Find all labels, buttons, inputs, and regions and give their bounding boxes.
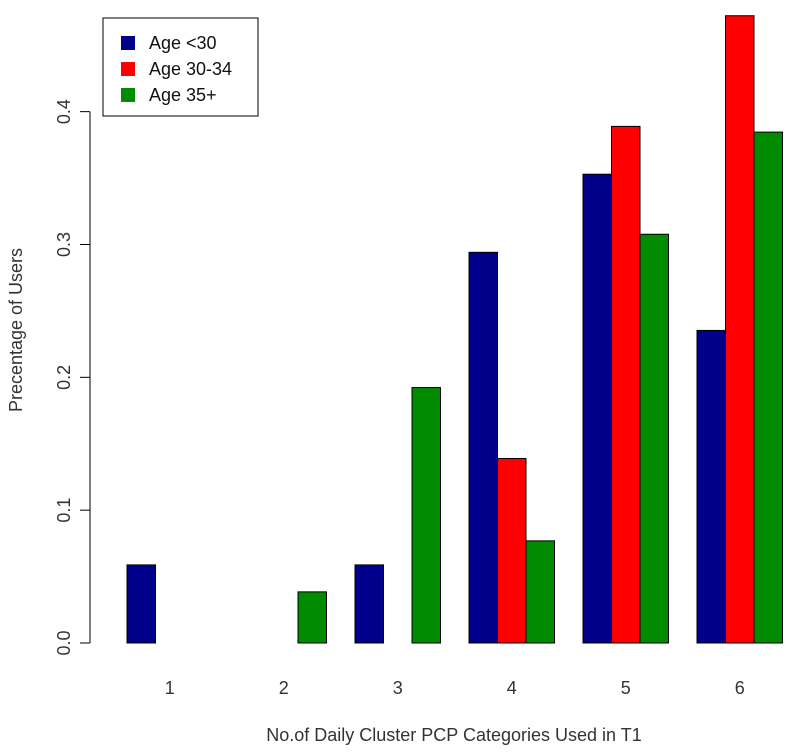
y-axis-label: Precentage of Users bbox=[6, 248, 26, 412]
y-tick-label-0: 0.0 bbox=[54, 630, 74, 655]
bar-1-1 bbox=[126, 564, 156, 644]
bar-2-4 bbox=[497, 457, 527, 644]
x-axis: 1 2 3 4 5 6 bbox=[165, 678, 745, 698]
y-tick-label-3: 0.3 bbox=[54, 232, 74, 257]
legend-swatch-3 bbox=[121, 88, 135, 102]
plot-area bbox=[126, 15, 783, 644]
legend-label-2: Age 30-34 bbox=[149, 59, 232, 79]
x-tick-label-2: 2 bbox=[279, 678, 289, 698]
legend-swatch-1 bbox=[121, 36, 135, 50]
bar-2-6 bbox=[725, 15, 755, 644]
x-tick-label-5: 5 bbox=[621, 678, 631, 698]
legend-label-1: Age <30 bbox=[149, 33, 217, 53]
bar-3-3 bbox=[411, 387, 441, 644]
x-tick-label-1: 1 bbox=[165, 678, 175, 698]
bar-3-5 bbox=[639, 233, 669, 644]
x-axis-label: No.of Daily Cluster PCP Categories Used … bbox=[266, 725, 642, 745]
legend-label-3: Age 35+ bbox=[149, 85, 217, 105]
bar-3-4 bbox=[525, 540, 555, 644]
y-axis: 0.0 0.1 0.2 0.3 0.4 bbox=[54, 99, 91, 656]
x-tick-label-3: 3 bbox=[393, 678, 403, 698]
y-tick-label-2: 0.2 bbox=[54, 365, 74, 390]
y-tick-label-4: 0.4 bbox=[54, 99, 74, 124]
bar-1-4 bbox=[468, 251, 498, 644]
legend: Age <30 Age 30-34 Age 35+ bbox=[102, 17, 259, 117]
bar-3-2 bbox=[297, 591, 327, 644]
x-tick-label-4: 4 bbox=[507, 678, 517, 698]
x-tick-label-6: 6 bbox=[735, 678, 745, 698]
bar-2-5 bbox=[611, 125, 641, 644]
legend-swatch-2 bbox=[121, 62, 135, 76]
bar-3-6 bbox=[753, 131, 783, 644]
bar-1-3 bbox=[354, 564, 384, 644]
bar-1-5 bbox=[582, 173, 612, 644]
y-tick-label-1: 0.1 bbox=[54, 498, 74, 523]
bar-1-6 bbox=[696, 329, 726, 644]
